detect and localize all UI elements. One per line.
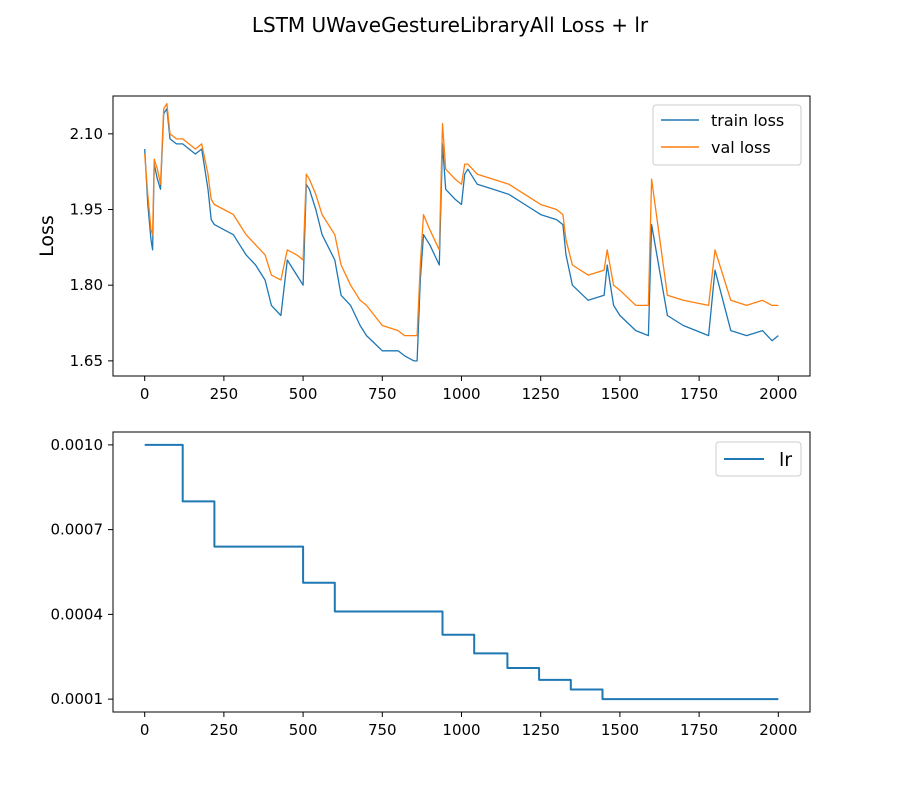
- lr-ytick-label: 0.0007: [51, 521, 104, 539]
- loss-xtick-label: 750: [368, 385, 397, 403]
- loss-ytick-label: 1.80: [70, 276, 103, 294]
- loss-ytick-label: 1.65: [70, 352, 103, 370]
- loss-xtick-label: 1000: [442, 385, 480, 403]
- lr-xtick-label: 1000: [442, 721, 480, 739]
- lr-ytick-label: 0.0010: [51, 436, 104, 454]
- loss-xtick-label: 2000: [759, 385, 797, 403]
- legend-label-lr: lr: [779, 449, 792, 471]
- lr-xtick-label: 750: [368, 721, 397, 739]
- loss-xtick-label: 250: [210, 385, 239, 403]
- loss-ytick-label: 2.10: [70, 125, 103, 143]
- lr-ticks: 0 250 500 750 1000 1250 1500 1750 2000 0.0001 0.00…: [51, 436, 798, 739]
- lr-lines: [144, 443, 779, 701]
- loss-series-val-loss: [144, 102, 779, 337]
- lr-panel: 0 250 500 750 1000 1250 1500 1750 2000 0.0001 0.00…: [51, 431, 811, 739]
- loss-axes-frame: [112, 95, 811, 377]
- lr-xtick-label: 1500: [601, 721, 639, 739]
- lr-xtick-label: 500: [289, 721, 318, 739]
- loss-ylabel: Loss: [36, 215, 58, 257]
- lr-axes-frame: [112, 431, 811, 713]
- loss-ticks: 0 250 500 750 1000 1250 1500 1750 2000 1.65 1.80 1.…: [70, 125, 798, 403]
- lr-xtick-label: 2000: [759, 721, 797, 739]
- loss-ytick-label: 1.95: [70, 201, 103, 219]
- legend-label-val-loss: val loss: [711, 138, 771, 157]
- lr-ytick-label: 0.0001: [51, 690, 104, 708]
- loss-legend: train loss val loss: [652, 104, 802, 166]
- lr-xtick-label: 0: [140, 721, 150, 739]
- lr-xtick-label: 1750: [680, 721, 718, 739]
- legend-label-train-loss: train loss: [711, 111, 784, 130]
- loss-xtick-label: 1500: [601, 385, 639, 403]
- loss-lines: [144, 102, 779, 362]
- loss-xtick-label: 1750: [680, 385, 718, 403]
- loss-xtick-label: 1250: [522, 385, 560, 403]
- loss-series-train-loss: [144, 107, 779, 362]
- lr-xtick-label: 1250: [522, 721, 560, 739]
- loss-xtick-label: 500: [289, 385, 318, 403]
- lr-series-lr: [144, 443, 779, 701]
- figure-title: LSTM UWaveGestureLibraryAll Loss + lr: [252, 13, 649, 37]
- lr-xtick-label: 250: [210, 721, 239, 739]
- lr-legend: lr: [715, 441, 802, 477]
- loss-xtick-label: 0: [140, 385, 150, 403]
- loss-panel: 0 250 500 750 1000 1250 1500 1750 2000 1.65 1.80 1.…: [36, 95, 811, 403]
- lr-ytick-label: 0.0004: [51, 605, 104, 623]
